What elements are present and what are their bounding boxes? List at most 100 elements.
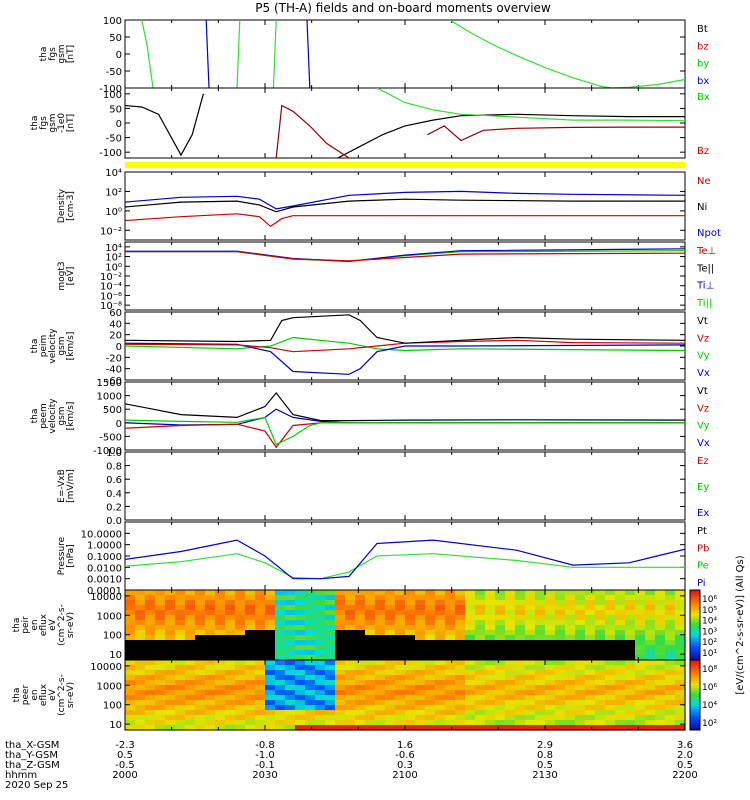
y-tick-label: 10⁰ <box>105 262 122 273</box>
heatmap-cell <box>125 725 136 731</box>
heatmap-cell <box>265 640 276 646</box>
heatmap-cell <box>135 680 146 686</box>
spectrogram <box>125 660 686 731</box>
heatmap-cell <box>285 665 296 671</box>
heatmap-cell <box>365 685 376 691</box>
heatmap-cell <box>635 665 646 671</box>
heatmap-cell <box>235 595 246 601</box>
heatmap-cell <box>465 610 476 616</box>
heatmap-cell <box>205 645 216 651</box>
colorbar-swatch <box>690 697 700 701</box>
heatmap-cell <box>275 690 286 696</box>
heatmap-cell <box>295 670 306 676</box>
heatmap-cell <box>225 605 236 611</box>
heatmap-cell <box>625 715 636 721</box>
heatmap-cell <box>495 715 506 721</box>
heatmap-cell <box>575 670 586 676</box>
heatmap-cell <box>195 705 206 711</box>
heatmap-cell <box>385 635 396 641</box>
heatmap-cell <box>315 605 326 611</box>
heatmap-cell <box>635 620 646 626</box>
heatmap-cell <box>135 590 146 596</box>
heatmap-cell <box>135 670 146 676</box>
heatmap-cell <box>275 610 286 616</box>
heatmap-cell <box>395 630 406 636</box>
y-tick-label: -50 <box>106 67 122 78</box>
heatmap-cell <box>425 610 436 616</box>
heatmap-cell <box>445 715 456 721</box>
heatmap-cell <box>265 630 276 636</box>
heatmap-cell <box>275 590 286 596</box>
heatmap-cell <box>165 605 176 611</box>
heatmap-cell <box>205 695 216 701</box>
heatmap-cell <box>645 660 656 666</box>
y-tick-label: 1000 <box>97 392 122 403</box>
y-axis-label: tha <box>39 47 49 62</box>
heatmap-cell <box>175 630 186 636</box>
y-tick-label: 10000 <box>90 662 122 673</box>
heatmap-cell <box>175 640 186 646</box>
heatmap-cell <box>145 600 156 606</box>
heatmap-cell <box>655 645 666 651</box>
heatmap-cell <box>675 660 686 666</box>
heatmap-cell <box>565 630 576 636</box>
heatmap-cell <box>595 710 606 716</box>
heatmap-cell <box>665 590 676 596</box>
heatmap-cell <box>535 685 546 691</box>
heatmap-cell <box>605 675 616 681</box>
heatmap-cell <box>425 650 436 656</box>
colorbar-swatch <box>690 690 700 694</box>
heatmap-cell <box>415 660 426 666</box>
heatmap-cell <box>535 655 546 661</box>
heatmap-cell <box>305 680 316 686</box>
y-tick-label: 50 <box>109 104 122 115</box>
heatmap-cell <box>225 700 236 706</box>
heatmap-cell <box>655 665 666 671</box>
heatmap-cell <box>575 695 586 701</box>
y-tick-label: 100 <box>103 16 122 27</box>
y-axis-label: peer <box>21 684 31 705</box>
heatmap-cell <box>605 695 616 701</box>
heatmap-cell <box>325 610 336 616</box>
heatmap-cell <box>375 595 386 601</box>
heatmap-cell <box>315 710 326 716</box>
heatmap-cell <box>205 605 216 611</box>
heatmap-cell <box>225 640 236 646</box>
heatmap-cell <box>415 715 426 721</box>
colorbar-swatch <box>690 718 700 722</box>
heatmap-cell <box>345 665 356 671</box>
heatmap-cell <box>405 665 416 671</box>
colorbar-swatch <box>690 706 700 710</box>
heatmap-cell <box>395 625 406 631</box>
heatmap-cell <box>595 590 606 596</box>
heatmap-cell <box>675 610 686 616</box>
heatmap-cell <box>475 715 486 721</box>
heatmap-cell <box>205 665 216 671</box>
heatmap-cell <box>475 640 486 646</box>
heatmap-cell <box>375 655 386 661</box>
heatmap-cell <box>575 645 586 651</box>
heatmap-cell <box>165 725 176 731</box>
heatmap-cell <box>655 690 666 696</box>
colorbar-swatch <box>690 674 700 677</box>
heatmap-cell <box>185 720 196 726</box>
heatmap-cell <box>625 590 636 596</box>
y-tick-label: 0.6 <box>106 475 122 486</box>
colorbar-swatch <box>690 599 700 603</box>
heatmap-cell <box>515 595 526 601</box>
heatmap-cell <box>665 655 676 661</box>
heatmap-cell <box>395 660 406 666</box>
colorbar-swatch <box>690 678 700 682</box>
heatmap-cell <box>295 725 306 731</box>
heatmap-cell <box>525 695 536 701</box>
heatmap-cell <box>125 685 136 691</box>
heatmap-cell <box>175 725 186 731</box>
heatmap-cell <box>475 645 486 651</box>
heatmap-cell <box>275 655 286 661</box>
heatmap-cell <box>265 695 276 701</box>
heatmap-cell <box>355 725 366 731</box>
heatmap-cell <box>205 725 216 731</box>
heatmap-cell <box>555 640 566 646</box>
